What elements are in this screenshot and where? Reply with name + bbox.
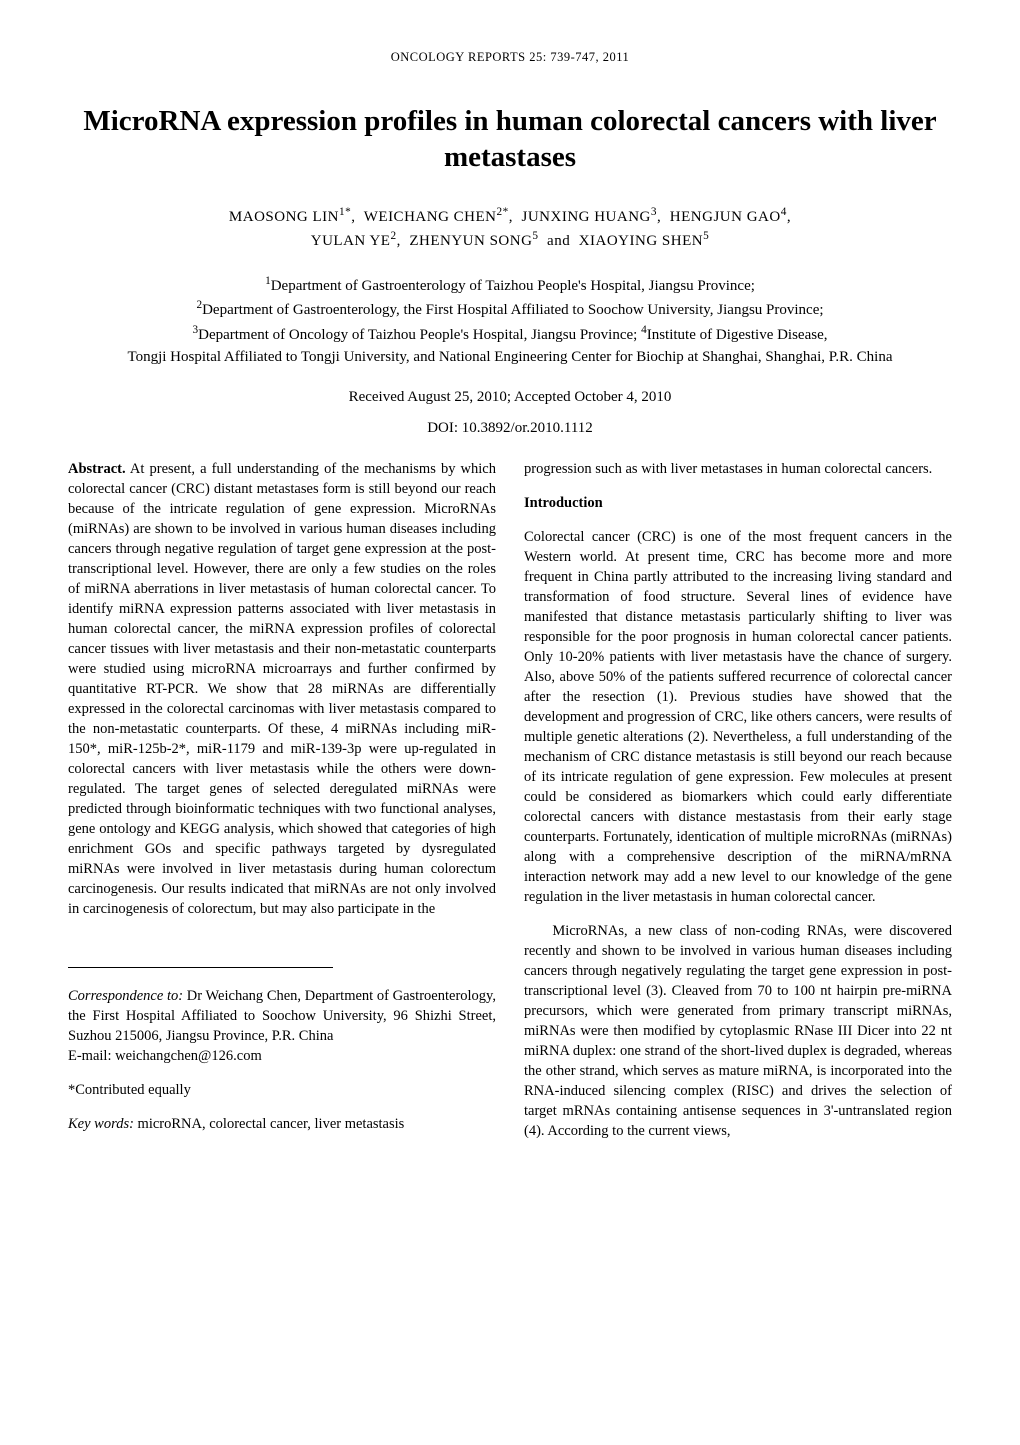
keywords-text: microRNA, colorectal cancer, liver metas… xyxy=(134,1116,404,1132)
footnotes-container: Correspondence to: Dr Weichang Chen, Dep… xyxy=(68,967,496,1162)
journal-line: ONCOLOGY REPORTS 25: 739-747, 2011 xyxy=(391,50,630,64)
abstract-carryover: progression such as with liver metastase… xyxy=(524,459,952,479)
abstract-text: At present, a full understanding of the … xyxy=(68,461,496,917)
keywords-label: Key words: xyxy=(68,1116,134,1132)
abstract-paragraph: Abstract. At present, a full understandi… xyxy=(68,459,496,919)
doi-line: DOI: 10.3892/or.2010.1112 xyxy=(68,420,952,437)
authors-block: MAOSONG LIN1*, WEICHANG CHEN2*, JUNXING … xyxy=(68,204,952,253)
body-columns: Abstract. At present, a full understandi… xyxy=(68,459,952,1162)
introduction-heading: Introduction xyxy=(524,493,952,513)
keywords-block: Key words: microRNA, colorectal cancer, … xyxy=(68,1114,496,1134)
contributed-text: *Contributed equally xyxy=(68,1082,191,1098)
article-title: MicroRNA expression profiles in human co… xyxy=(68,103,952,176)
journal-header: ONCOLOGY REPORTS 25: 739-747, 2011 xyxy=(68,50,952,65)
correspondence-email: E-mail: weichangchen@126.com xyxy=(68,1048,262,1064)
introduction-para-1: Colorectal cancer (CRC) is one of the mo… xyxy=(524,527,952,907)
contributed-note: *Contributed equally xyxy=(68,1080,496,1100)
introduction-para-2: MicroRNAs, a new class of non-coding RNA… xyxy=(524,921,952,1141)
affiliations-block: 1Department of Gastroenterology of Taizh… xyxy=(68,273,952,369)
introduction-para-2-text: MicroRNAs, a new class of non-coding RNA… xyxy=(524,923,952,1139)
abstract-label: Abstract. xyxy=(68,461,126,477)
received-accepted: Received August 25, 2010; Accepted Octob… xyxy=(68,389,952,406)
footnote-rule xyxy=(68,967,333,968)
correspondence-label: Correspondence to: xyxy=(68,988,183,1004)
correspondence-block: Correspondence to: Dr Weichang Chen, Dep… xyxy=(68,986,496,1066)
